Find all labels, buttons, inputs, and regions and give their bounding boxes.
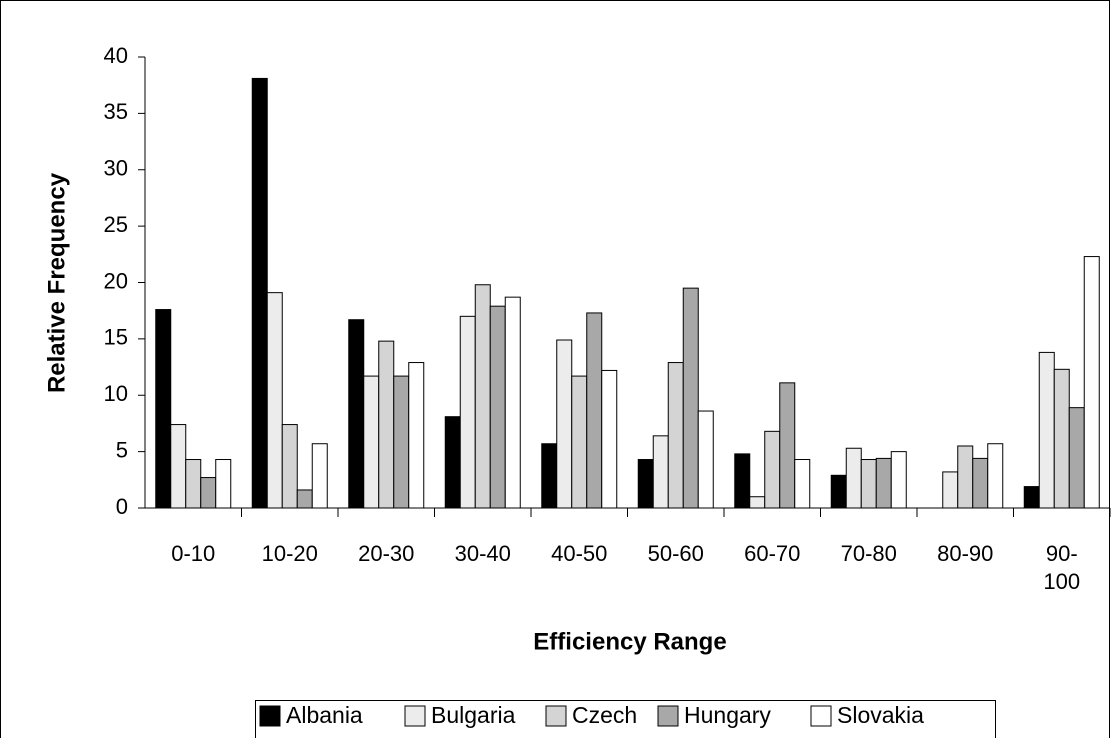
bar [266,292,283,509]
bar [749,496,766,509]
bar [311,443,328,509]
bar [697,410,714,509]
bar [957,445,974,509]
bar [586,312,603,509]
bar [408,362,425,509]
y-tick-label: 40 [104,43,128,68]
bar [972,457,989,509]
legend-swatch [259,705,281,727]
bar [541,443,558,509]
bar [1083,256,1100,509]
bar [875,457,892,509]
bar [251,77,268,509]
y-tick-label: 5 [116,437,128,462]
bar [185,459,202,509]
bar [393,375,410,509]
legend-label: Bulgaria [431,702,516,728]
x-axis-title: Efficiency Range [533,628,726,655]
legend-label: Albania [286,702,363,728]
y-tick-label: 25 [104,212,128,237]
x-tick-label: 70-80 [840,541,897,566]
bar [667,362,684,509]
x-tick-label: 60-70 [744,541,801,566]
x-tick-label: 90-100 [1043,541,1081,594]
bar [1023,486,1040,509]
x-tick-label: 10-20 [261,541,318,566]
bar [652,435,669,509]
bar [571,375,588,509]
legend-swatch [657,705,679,727]
legend-label: Slovakia [837,702,924,728]
bar [682,287,699,509]
legend-swatch [545,705,567,727]
bar [459,315,476,509]
bar [1053,368,1070,509]
bar [556,339,573,509]
legend-label: Czech [572,702,637,728]
x-tick-label: 30-40 [454,541,511,566]
bar [1038,351,1055,509]
bar [890,451,907,509]
y-tick-label: 10 [104,381,128,406]
x-tick-label: 0-10 [171,541,216,566]
bar [794,459,811,509]
y-tick-label: 30 [104,156,128,181]
bar [155,309,172,509]
bar [601,369,618,509]
bar [860,459,877,509]
legend-box [255,700,996,738]
bar [215,459,232,509]
x-tick-label: 20-30 [358,541,415,566]
legend-swatch [404,705,426,727]
bar [378,340,395,509]
bar [474,284,491,509]
bar [200,477,217,509]
bar [1068,407,1085,509]
x-tick-label: 80-90 [937,541,994,566]
bar [363,375,380,509]
y-tick-label: 0 [116,494,128,519]
bar [845,447,862,509]
y-tick-label: 15 [104,325,128,350]
bar [764,430,781,509]
y-axis-title: Relative Frequency [43,172,70,393]
bar [348,319,365,509]
y-tick-label: 20 [104,268,128,293]
bar [942,471,959,509]
legend-label: Hungary [684,702,771,728]
bar [444,416,461,509]
bar [281,424,298,509]
bar [987,443,1004,509]
bar [170,424,187,509]
bar [779,382,796,509]
y-tick-label: 35 [104,99,128,124]
bar [830,474,847,509]
bar [504,296,521,509]
x-tick-label: 50-60 [647,541,704,566]
bar [734,453,751,509]
bar [489,305,506,509]
x-tick-label: 40-50 [551,541,608,566]
bar [296,489,313,509]
bar [637,459,654,509]
legend-swatch [810,705,832,727]
